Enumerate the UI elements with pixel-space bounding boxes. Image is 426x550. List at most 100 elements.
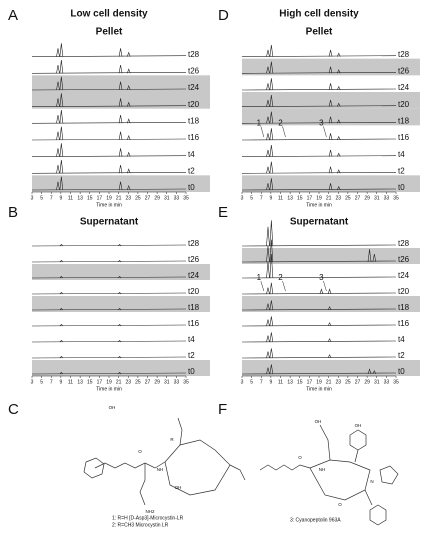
trace-label: t0	[188, 367, 195, 376]
peak	[327, 288, 332, 295]
trace-label: t28	[188, 50, 200, 59]
trace-label: t28	[398, 239, 410, 248]
peak	[327, 338, 332, 343]
x-tick-label: 15	[297, 195, 303, 201]
peak	[367, 249, 372, 263]
peak	[117, 307, 122, 311]
structure-c	[83, 417, 246, 506]
baseline	[31, 155, 187, 157]
peak	[328, 99, 333, 107]
peak	[327, 306, 332, 311]
trace-label: t16	[398, 133, 410, 142]
peak	[266, 83, 270, 91]
peak	[336, 52, 341, 57]
peak	[126, 134, 131, 141]
peak	[269, 316, 274, 327]
trace-label: t4	[398, 335, 405, 344]
peak	[59, 43, 64, 57]
trace-label: t4	[188, 150, 195, 159]
peak	[269, 44, 274, 57]
peak	[56, 131, 60, 141]
peak	[336, 85, 341, 91]
peak	[328, 166, 333, 174]
x-tick-label: 7	[50, 195, 53, 201]
peak	[59, 259, 64, 263]
x-tick-label: 7	[260, 379, 263, 385]
baseline	[241, 72, 397, 74]
trace-label: t28	[398, 50, 410, 59]
baseline	[31, 122, 187, 124]
atom-label: OH	[109, 405, 116, 410]
peak	[59, 109, 64, 124]
baseline	[31, 72, 187, 74]
peak	[336, 69, 341, 74]
x-tick-label: 7	[260, 195, 263, 201]
peak	[266, 133, 270, 141]
peak-annotation: 2	[278, 118, 283, 127]
x-tick-label: 17	[307, 379, 313, 385]
x-tick-label: 31	[374, 379, 380, 385]
trace-label: t4	[188, 335, 195, 344]
x-tick-label: 29	[154, 379, 160, 385]
peak	[266, 287, 270, 295]
annotation-arrow	[260, 126, 265, 138]
peak	[269, 128, 274, 141]
x-tick-label: 31	[164, 379, 170, 385]
peak	[126, 168, 131, 174]
peak	[266, 116, 270, 124]
peak	[56, 181, 60, 191]
peak	[56, 81, 60, 91]
peak	[327, 322, 332, 327]
baseline	[241, 276, 397, 279]
bond	[364, 489, 373, 506]
peak	[336, 169, 341, 174]
peak	[328, 66, 333, 74]
x-tick-label: 23	[335, 195, 341, 201]
trace-label: t18	[398, 303, 410, 312]
peak	[266, 367, 270, 375]
panel-subtitle: Pellet	[306, 27, 333, 38]
peak	[269, 61, 274, 74]
atom-label: OH	[355, 423, 362, 428]
x-tick-label: 9	[59, 379, 62, 385]
peak	[56, 164, 60, 174]
baseline	[31, 340, 187, 343]
x-tick-label: 19	[316, 195, 322, 201]
x-tick-label: 23	[125, 195, 131, 201]
x-tick-label: 13	[287, 379, 293, 385]
x-tick-label: 33	[174, 195, 180, 201]
panel-title: High cell density	[279, 9, 359, 20]
panel-letter: D	[218, 7, 229, 24]
x-axis-label: Time in min	[96, 202, 122, 208]
peak	[59, 323, 64, 327]
x-tick-label: 25	[345, 195, 351, 201]
peak	[328, 83, 333, 91]
atom-label: NH	[157, 467, 164, 472]
baseline	[241, 138, 397, 141]
atom-label: OH	[175, 485, 182, 490]
trace-label: t18	[398, 116, 410, 125]
peak	[118, 181, 123, 191]
peak	[59, 176, 64, 191]
bond	[259, 464, 311, 471]
trace-label: t2	[398, 166, 405, 175]
baseline	[241, 122, 397, 124]
x-tick-label: 15	[87, 195, 93, 201]
x-tick-label: 27	[355, 195, 361, 201]
peak	[269, 94, 274, 107]
trace-label: t20	[398, 287, 410, 296]
x-tick-label: 35	[183, 379, 189, 385]
x-tick-label: 29	[364, 195, 370, 201]
peak	[126, 84, 131, 91]
x-tick-label: 17	[97, 379, 103, 385]
peak	[59, 159, 64, 174]
baseline	[31, 88, 187, 91]
peak	[126, 51, 131, 57]
baseline	[31, 244, 187, 247]
peak	[118, 64, 123, 74]
peak	[126, 118, 131, 124]
peak	[117, 355, 122, 359]
bond	[177, 417, 183, 446]
trace-label: t20	[188, 100, 200, 109]
